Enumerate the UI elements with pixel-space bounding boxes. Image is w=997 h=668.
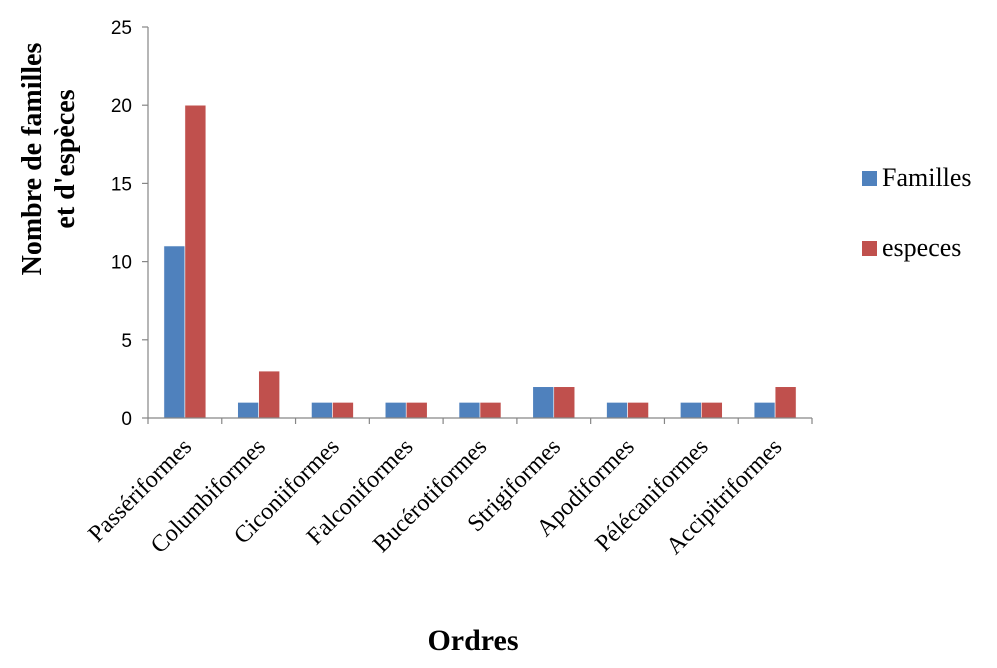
y-axis-ticks: 0 5 10 15 20 25 (111, 18, 148, 430)
y-tick-label: 15 (111, 174, 132, 195)
bar-familles (753, 402, 776, 419)
bar-familles (311, 402, 333, 419)
bar-especes (553, 386, 576, 419)
y-tick-label: 5 (121, 331, 132, 352)
bar-familles (606, 402, 628, 419)
bar-familles (163, 245, 186, 419)
y-tick-label: 0 (121, 409, 132, 430)
bar-familles (384, 402, 407, 419)
bar-especes (405, 402, 428, 419)
y-axis-label-line-1: Nombre de familles (17, 43, 48, 276)
bar-especes (774, 386, 797, 419)
bar-especes (258, 370, 280, 419)
y-tick-label: 20 (111, 96, 132, 117)
bars-group (163, 104, 797, 419)
y-tick-label: 25 (111, 18, 132, 39)
y-tick-label: 10 (111, 253, 132, 274)
y-axis-label: Nombre de familles et d'espèces (17, 43, 81, 276)
bar-familles (237, 402, 259, 419)
bar-familles (458, 402, 481, 419)
bar-especes (184, 104, 207, 419)
x-axis-ticks: PassériformesColumbiformesCiconiiformesF… (84, 418, 813, 560)
legend-label: especes (882, 233, 961, 262)
bar-familles (680, 402, 702, 419)
legend-swatch (862, 171, 877, 186)
legend: Familles especes (862, 163, 972, 262)
legend-label: Familles (882, 163, 972, 192)
legend-swatch (862, 241, 877, 256)
bar-familles (532, 386, 555, 419)
bar-especes (627, 402, 649, 419)
bar-especes (479, 402, 502, 419)
y-axis-label-line-2: et d'espèces (50, 89, 81, 228)
x-axis-label: Ordres (427, 624, 518, 657)
bar-especes (332, 402, 354, 419)
bar-especes (701, 402, 723, 419)
